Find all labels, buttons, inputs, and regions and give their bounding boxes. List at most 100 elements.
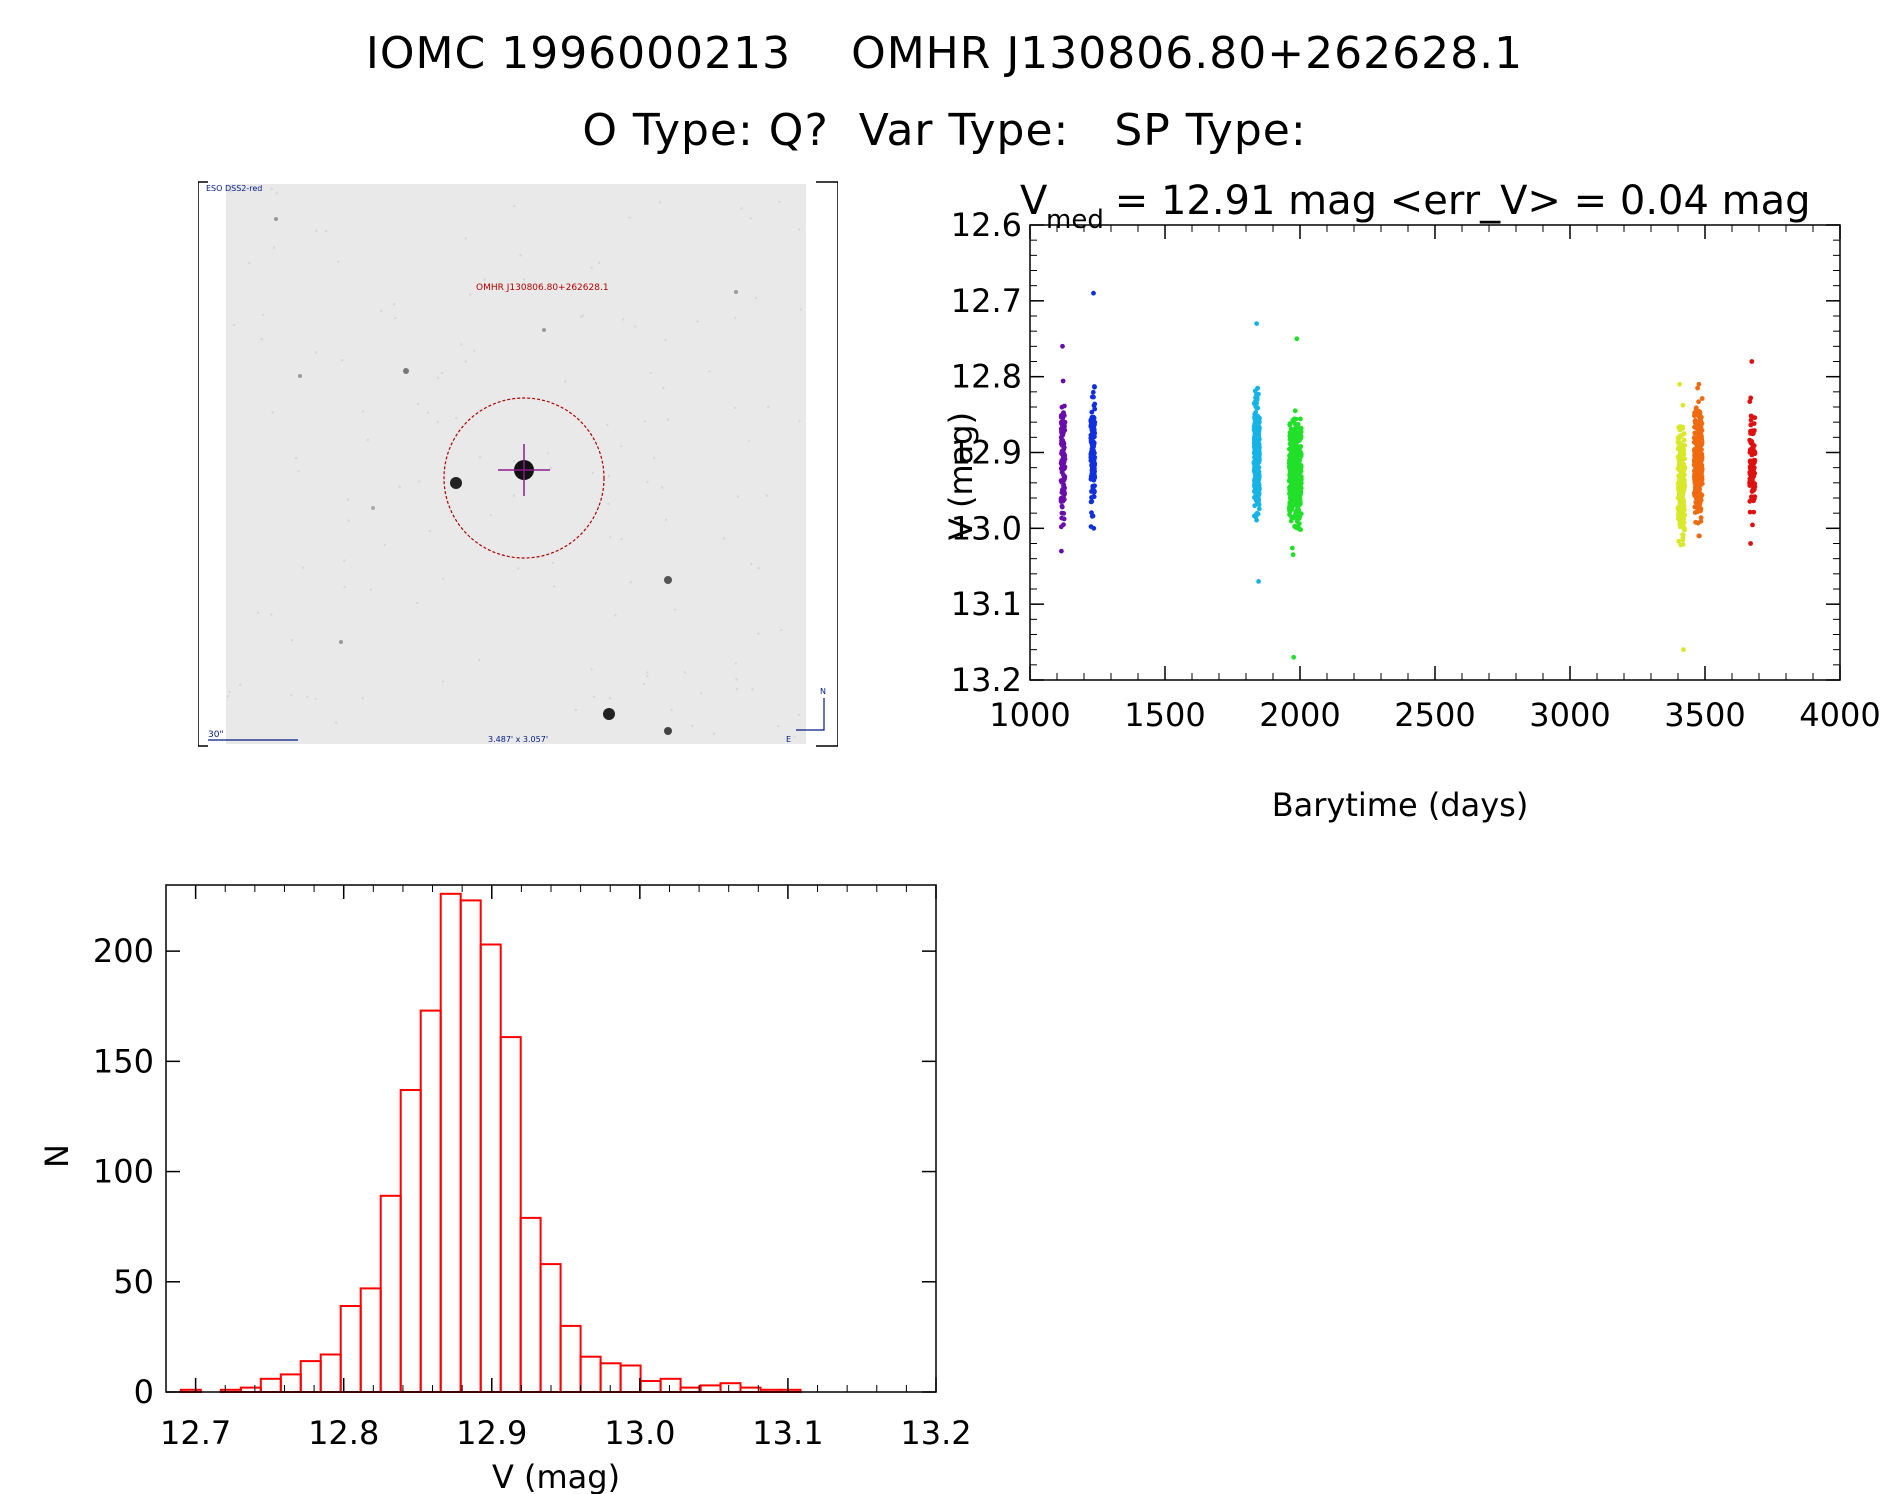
lc-point: [1091, 403, 1097, 409]
lc-point: [1289, 506, 1294, 512]
lc-point: [1091, 488, 1097, 494]
lc-point: [1252, 495, 1258, 500]
lc-point: [1747, 399, 1753, 404]
hist-bar: [259, 1377, 282, 1393]
target-circle: [443, 397, 605, 559]
hist-bar: [419, 1009, 442, 1393]
lc-point: [1751, 466, 1756, 472]
lc-point: [1255, 385, 1260, 391]
lc-point: [1092, 450, 1097, 456]
lc-ytick-label: 13.2: [951, 661, 1022, 699]
lc-title-main: V: [1020, 178, 1048, 224]
lc-point: [1676, 538, 1681, 544]
lc-point: [1295, 483, 1300, 489]
lc-point: [1253, 432, 1259, 438]
lc-point: [1090, 389, 1096, 395]
star: [403, 368, 409, 374]
hist-ytick-label: 200: [93, 932, 154, 970]
lc-point: [1255, 415, 1261, 420]
lc-xtick-label: 1500: [1124, 696, 1205, 734]
survey-label: ESO DSS2-red: [206, 184, 262, 193]
lc-point: [1695, 520, 1701, 526]
hist-xlabel: V (mag): [492, 1458, 620, 1494]
lc-point: [1695, 509, 1701, 515]
object-label: OMHR J130806.80+262628.1: [476, 283, 609, 293]
lc-point: [1059, 515, 1065, 521]
lc-xtick-label: 2500: [1394, 696, 1475, 734]
main-title: IOMC 1996000213 OMHR J130806.80+262628.1: [365, 28, 1524, 79]
hist-xtick-label: 13.0: [604, 1414, 675, 1452]
hist-bar: [459, 899, 482, 1394]
lc-point: [1289, 545, 1295, 551]
lc-point: [1090, 483, 1096, 489]
lc-point: [1291, 494, 1297, 500]
lc-point: [1255, 449, 1261, 455]
lc-point: [1256, 454, 1262, 460]
hist-xtick-label: 12.9: [456, 1414, 527, 1452]
lc-point: [1061, 511, 1067, 516]
lc-point: [1293, 479, 1299, 484]
hist-bar: [299, 1360, 322, 1394]
lc-title-rest: = 12.91 mag <err_V> = 0.04 mag: [1102, 178, 1811, 224]
lc-xtick-label: 2000: [1259, 696, 1340, 734]
lc-point: [1058, 524, 1064, 530]
lc-point: [1290, 552, 1296, 558]
lc-point: [1694, 445, 1699, 451]
lc-point: [1699, 396, 1705, 401]
lc-point: [1252, 503, 1258, 509]
hist-bar: [379, 1194, 402, 1393]
lc-point: [1061, 410, 1066, 415]
hist-bar: [499, 1036, 522, 1393]
lc-ylabel: V (mag): [942, 412, 980, 540]
lc-point: [1058, 414, 1064, 420]
hist-xtick-label: 12.8: [308, 1414, 379, 1452]
lc-plot-frame: [1029, 224, 1841, 681]
lc-point: [1089, 433, 1095, 438]
lc-point: [1675, 446, 1681, 452]
lc-point: [1677, 451, 1683, 456]
lc-point: [1256, 579, 1261, 584]
lc-point: [1679, 504, 1685, 510]
lc-point: [1254, 321, 1259, 326]
lc-point: [1751, 471, 1757, 477]
lc-point: [1678, 434, 1683, 440]
lc-ytick-label: 12.7: [951, 282, 1022, 320]
lc-point: [1692, 469, 1698, 475]
lc-point: [1060, 448, 1066, 453]
lc-point: [1748, 417, 1754, 423]
lc-point: [1254, 510, 1260, 516]
scale-label: 30": [208, 730, 224, 740]
lc-point: [1696, 440, 1702, 446]
hist-bar: [479, 943, 502, 1393]
type-subtitle: O Type: Q? Var Type: SP Type:: [582, 105, 1307, 156]
lc-point: [1291, 445, 1297, 451]
compass-north: N: [820, 687, 826, 696]
lc-point: [1292, 451, 1298, 457]
lc-point: [1751, 421, 1757, 426]
lc-point: [1089, 409, 1095, 415]
hist-bar: [559, 1324, 582, 1393]
size-label: 3.487' x 3.057': [488, 735, 548, 744]
lc-point: [1750, 522, 1755, 528]
lc-point: [1750, 431, 1755, 436]
lc-point: [1696, 381, 1702, 387]
lc-point: [1059, 548, 1064, 554]
lc-point: [1059, 503, 1065, 509]
hist-xtick-label: 13.2: [900, 1414, 971, 1452]
lc-point: [1697, 410, 1703, 416]
lc-point: [1298, 425, 1304, 431]
lc-ytick-label: 12.6: [951, 206, 1022, 244]
lc-point: [1256, 419, 1262, 425]
lc-xtick-label: 4000: [1799, 696, 1880, 734]
lc-point: [1699, 474, 1705, 480]
lc-point: [1295, 515, 1301, 521]
lc-point: [1680, 532, 1685, 538]
lc-point: [1251, 461, 1257, 467]
lc-point: [1679, 479, 1685, 484]
lc-point: [1060, 437, 1065, 443]
lc-point: [1676, 488, 1682, 494]
star: [298, 374, 302, 378]
star: [603, 708, 615, 720]
hist-bar: [279, 1373, 302, 1393]
lc-point: [1695, 385, 1700, 391]
